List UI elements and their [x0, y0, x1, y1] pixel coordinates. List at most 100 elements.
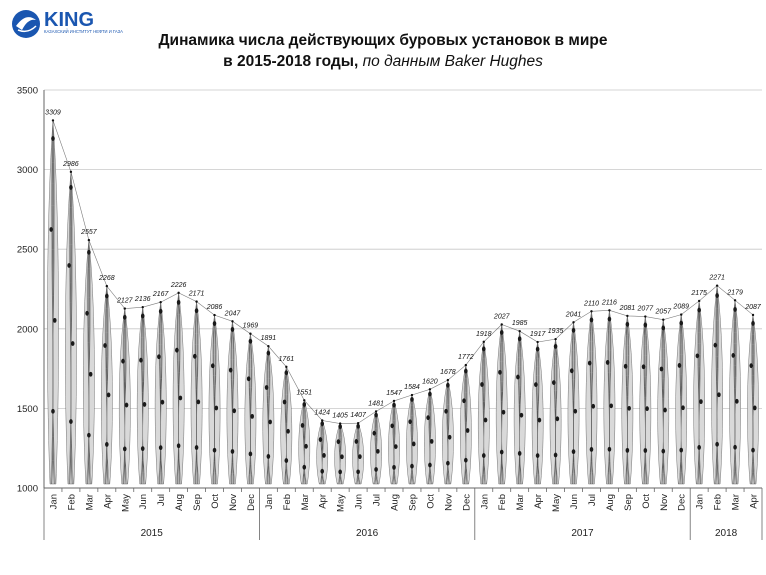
spindle-marker: [571, 449, 576, 455]
spindle-marker: [230, 449, 235, 454]
logo-graphic: KING КАЗАХСКИЙ ИНСТИТУТ НЕФТИ И ГАЗА: [12, 9, 123, 38]
spindle-marker: [356, 469, 360, 475]
spindle-marker: [121, 358, 125, 364]
data-label: 1917: [530, 331, 547, 338]
spindle-strand: [627, 315, 631, 485]
spindle-strand: [482, 341, 485, 485]
year-label: 2017: [571, 528, 594, 539]
data-label: 2027: [493, 314, 511, 321]
month-spindle: [477, 340, 490, 485]
spindle-strand: [716, 285, 720, 485]
spindle-marker: [699, 399, 703, 405]
data-label: 1772: [458, 354, 474, 361]
spindle-strand: [447, 380, 451, 485]
data-label: 1918: [476, 331, 492, 338]
spindle-marker: [51, 408, 55, 414]
y-tick-label: 3000: [17, 165, 38, 176]
month-spindle: [298, 399, 311, 485]
spindle-strand: [679, 314, 682, 485]
spindle-strand: [661, 319, 664, 485]
spindle-marker: [569, 368, 574, 374]
spindle-marker: [679, 447, 684, 453]
x-tick-label: Nov: [443, 494, 454, 511]
y-tick-label: 1000: [17, 484, 38, 495]
spindle-marker: [322, 453, 326, 458]
spindle-strand: [375, 411, 378, 485]
x-tick-label: Jan: [479, 494, 490, 509]
spindle-marker: [158, 308, 163, 314]
spindle-strand: [411, 395, 414, 485]
spindle-strand: [680, 314, 683, 485]
spindle-marker: [392, 402, 396, 408]
data-label: 2127: [116, 298, 134, 305]
spindle-strand: [122, 308, 126, 485]
spindle-marker: [627, 405, 631, 411]
spindle-marker: [250, 413, 255, 419]
spindle-strand: [663, 319, 665, 485]
spindle-marker: [713, 342, 718, 348]
spindle-strand: [139, 307, 143, 485]
spindle-marker: [465, 428, 470, 433]
spindle-strand: [286, 366, 290, 485]
spindle-marker: [70, 341, 75, 346]
month-spindle: [424, 388, 436, 485]
month-spindle: [711, 284, 723, 485]
month-spindle: [83, 238, 95, 485]
spindle-marker: [751, 447, 755, 453]
spindle-strand: [607, 310, 610, 485]
data-label: 2081: [619, 305, 636, 312]
spindle-strand: [715, 285, 718, 485]
x-tick-label: Aug: [174, 494, 185, 511]
spindle-marker: [124, 402, 129, 408]
spindle-marker: [266, 350, 271, 356]
spindle-marker: [160, 399, 165, 405]
spindle-strand: [141, 307, 143, 485]
spindle-marker: [751, 321, 755, 326]
spindle-strand: [319, 420, 323, 485]
spindle-marker: [286, 428, 290, 434]
spindle-strand: [86, 240, 90, 485]
logo-drop-icon: [16, 17, 36, 30]
spindle-marker: [607, 316, 612, 322]
spindle-strand: [175, 292, 179, 485]
spindle-strand: [68, 171, 72, 485]
spindle-marker: [354, 439, 359, 444]
spindle-marker: [733, 307, 737, 312]
spindle-marker: [318, 437, 323, 442]
spindle-strand: [124, 308, 128, 485]
spindle-strand: [87, 240, 90, 485]
spindle-strand: [463, 365, 467, 485]
data-label: 2179: [726, 289, 743, 296]
spindle-marker: [517, 451, 522, 456]
spindle-marker: [67, 263, 71, 268]
spindle-marker: [605, 360, 610, 365]
spindle-strand: [392, 400, 395, 485]
month-spindle: [226, 320, 239, 485]
spindle-marker: [85, 310, 89, 316]
spindle-marker: [192, 353, 197, 359]
spindle-marker: [483, 417, 488, 423]
data-label: 3309: [45, 109, 61, 116]
spindle-marker: [753, 405, 757, 411]
spindle-strand: [519, 331, 522, 485]
spindle-strand: [537, 341, 541, 485]
chart-title-line1: Динамика числа действующих буровых устан…: [158, 32, 608, 49]
spindle-strand: [52, 120, 55, 485]
spindle-marker: [376, 448, 380, 454]
spindle-strand: [752, 314, 756, 485]
spindle-marker: [142, 402, 147, 407]
spindle-marker: [358, 454, 362, 460]
spindle-strand: [283, 366, 287, 485]
x-tick-label: Apr: [533, 494, 544, 509]
month-spindle: [136, 305, 149, 485]
spindle-marker: [480, 382, 484, 387]
spindle-strand: [555, 339, 559, 485]
spindle-marker: [446, 382, 450, 388]
spindle-marker: [246, 376, 251, 382]
spindle-strand: [645, 316, 647, 485]
spindle-marker: [175, 347, 179, 353]
spindle-marker: [679, 320, 684, 326]
spindle-strand: [678, 314, 682, 485]
data-label: 2041: [565, 311, 582, 318]
x-tick-label: May: [336, 494, 347, 512]
